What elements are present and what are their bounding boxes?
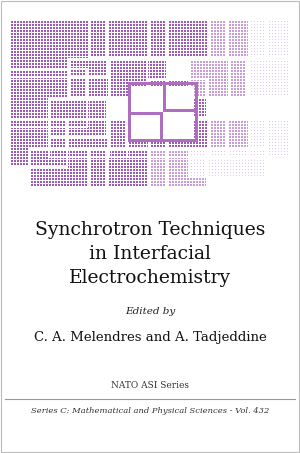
Text: NATO ASI Series: NATO ASI Series [111,381,189,390]
Text: Synchrotron Techniques: Synchrotron Techniques [35,221,265,239]
Text: Electrochemistry: Electrochemistry [69,269,231,287]
Text: Edited by: Edited by [125,308,175,317]
Text: Series C: Mathematical and Physical Sciences - Vol. 432: Series C: Mathematical and Physical Scie… [31,407,269,415]
Text: in Interfacial: in Interfacial [89,245,211,263]
Text: C. A. Melendres and A. Tadjeddine: C. A. Melendres and A. Tadjeddine [34,332,266,344]
